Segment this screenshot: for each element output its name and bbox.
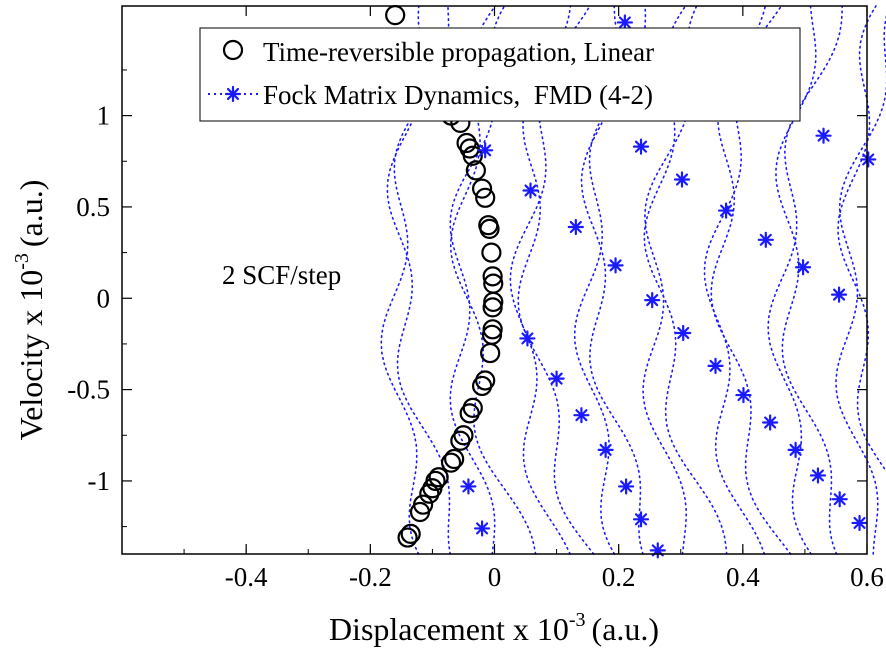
trajectory-curve bbox=[775, 5, 838, 555]
linear-point bbox=[482, 266, 503, 287]
linear-point bbox=[440, 452, 462, 473]
fmd-point bbox=[735, 386, 752, 404]
linear-point bbox=[409, 501, 431, 523]
fmd-point bbox=[707, 357, 724, 374]
fmd-point bbox=[473, 520, 491, 537]
fmd-point bbox=[573, 407, 590, 424]
linear-point bbox=[428, 467, 449, 488]
fmd-point bbox=[762, 414, 779, 431]
y-tick-label: -0.5 bbox=[67, 375, 110, 405]
linear-point bbox=[471, 178, 493, 199]
fmd-point bbox=[757, 231, 774, 248]
fmd-point bbox=[787, 441, 804, 458]
fmd-point bbox=[831, 491, 848, 508]
legend-label-fmd: Fock Matrix Dynamics, FMD (4-2) bbox=[263, 80, 653, 110]
fmd-point bbox=[717, 202, 735, 219]
fmd-point bbox=[597, 441, 614, 458]
trajectory-curve bbox=[835, 14, 886, 555]
y-axis-label: Velocity x 10-3(a.u.) bbox=[11, 180, 49, 441]
trajectory-curve bbox=[509, 5, 591, 555]
y-tick-label: 0.5 bbox=[76, 192, 110, 222]
fmd-point bbox=[673, 171, 691, 188]
fmd-point bbox=[675, 324, 692, 342]
x-tick-label: -0.4 bbox=[225, 562, 268, 592]
trajectory-curve bbox=[703, 5, 783, 555]
fmd-point bbox=[794, 259, 812, 276]
linear-point bbox=[482, 297, 503, 318]
legend-circle-marker bbox=[222, 39, 244, 61]
series-fmd-asterisks bbox=[460, 14, 877, 559]
fmd-point bbox=[522, 182, 539, 199]
fmd-point bbox=[649, 542, 666, 559]
legend-asterisk bbox=[224, 85, 242, 103]
linear-point bbox=[475, 187, 496, 208]
linear-point bbox=[385, 5, 406, 26]
fmd-point bbox=[460, 478, 477, 495]
linear-point bbox=[450, 430, 471, 451]
annotation-scf: 2 SCF/step bbox=[222, 260, 341, 290]
linear-point bbox=[419, 483, 440, 504]
fmd-point bbox=[632, 511, 650, 528]
y-tick-label: -1 bbox=[88, 466, 111, 496]
trajectory-curve bbox=[837, 5, 886, 473]
fmd-point bbox=[548, 370, 565, 387]
linear-point bbox=[465, 160, 486, 181]
y-tick-label: 1 bbox=[97, 101, 111, 131]
trajectory-curve bbox=[642, 5, 698, 555]
linear-point bbox=[400, 523, 421, 545]
linear-point bbox=[479, 218, 500, 239]
fmd-point bbox=[851, 514, 868, 532]
linear-point bbox=[462, 145, 483, 166]
fmd-point bbox=[809, 467, 827, 484]
fmd-point bbox=[830, 286, 848, 303]
x-tick-label: 0.4 bbox=[726, 562, 760, 592]
fmd-point bbox=[618, 478, 635, 495]
legend-label-linear: Time-reversible propagation, Linear bbox=[263, 37, 654, 67]
fmd-point bbox=[632, 138, 650, 155]
linear-point bbox=[481, 242, 502, 263]
legend: Time-reversible propagation, Linear Fock… bbox=[199, 27, 801, 122]
x-tick-label: 0.2 bbox=[602, 562, 636, 592]
linear-point bbox=[480, 342, 501, 364]
linear-point bbox=[471, 375, 493, 397]
y-tick-label: 0 bbox=[97, 283, 111, 313]
fmd-point bbox=[607, 257, 624, 274]
trajectory-curve bbox=[580, 5, 644, 555]
trajectory-curve bbox=[449, 5, 506, 555]
fmd-point bbox=[567, 218, 584, 236]
linear-point bbox=[397, 527, 418, 548]
x-tick-label: -0.2 bbox=[349, 562, 392, 592]
x-axis-label: Displacement x 10-3 (a.u.) bbox=[329, 609, 659, 647]
x-tick-label: 0.6 bbox=[850, 562, 884, 592]
fmd-point bbox=[477, 142, 494, 159]
legend-asterisk-marker bbox=[224, 85, 242, 103]
fmd-point bbox=[644, 291, 661, 309]
fmd-point bbox=[860, 151, 877, 168]
trajectory-curve bbox=[386, 5, 451, 555]
x-tick-label: 0 bbox=[488, 562, 502, 592]
linear-point bbox=[444, 448, 465, 470]
fmd-point bbox=[616, 14, 633, 31]
linear-point bbox=[459, 403, 480, 424]
legend-box bbox=[199, 27, 801, 122]
axis-ticks: -0.4 -0.2 0 0.2 0.4 0.6 -1 -0.5 0 0.5 1 bbox=[67, 6, 884, 592]
fmd-point bbox=[519, 330, 536, 347]
fmd-point bbox=[815, 127, 832, 144]
